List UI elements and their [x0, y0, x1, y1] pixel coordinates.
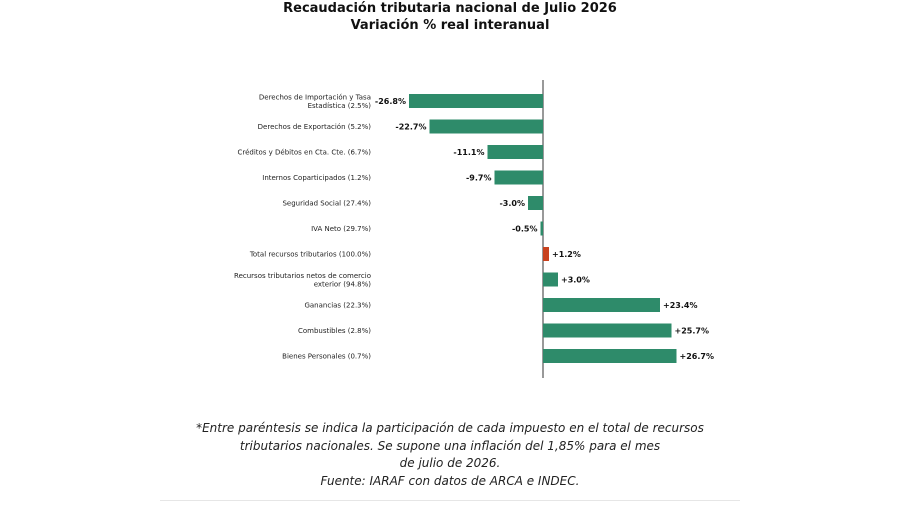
bar-10 [543, 349, 677, 363]
bar-9 [543, 323, 672, 338]
value-label-1: -22.7% [395, 123, 426, 132]
footnote-source: Fuente: IARAF con datos de ARCA e INDEC. [320, 473, 580, 488]
category-label-2: Créditos y Débitos en Cta. Cte. (6.7%) [237, 149, 371, 157]
bar-2 [487, 145, 543, 159]
chart-title: Recaudación tributaria nacional de Julio… [283, 1, 617, 16]
category-label-0: Derechos de Importación y Tasa Estadístic… [259, 93, 371, 110]
bar-8 [543, 298, 660, 312]
category-label-7: Recursos tributarios netos de comercio ex… [234, 272, 371, 289]
value-label-0: -26.8% [375, 97, 406, 106]
bar-1 [429, 119, 543, 134]
category-label-4: Seguridad Social (27.4%) [282, 200, 371, 208]
bar-5 [540, 221, 543, 236]
bar-chart: -26.8% Derechos de Importación y Tasa Esta… [234, 80, 714, 378]
value-label-3: -9.7% [466, 174, 492, 183]
footnote-line-3: de julio de 2026. [399, 456, 501, 470]
category-label-9: Combustibles (2.8%) [298, 327, 371, 335]
chart-subtitle: Variación % real interanual [350, 18, 550, 33]
footnote: *Entre paréntesis se indica la participa… [150, 420, 750, 490]
value-label-5: -0.5% [512, 225, 538, 234]
category-label-6: Total recursos tributarios (100.0%) [249, 251, 371, 259]
footnote-line-2: tributarios nacionales. Se supone una in… [239, 438, 661, 453]
value-label-9: +25.7% [675, 327, 709, 336]
chart-title-block: Recaudación tributaria nacional de Julio… [0, 0, 900, 34]
bar-7 [543, 272, 558, 287]
category-label-8: Ganancias (22.3%) [304, 302, 371, 310]
category-label-5: IVA Neto (29.7%) [311, 225, 371, 233]
category-label-10: Bienes Personales (0.7%) [282, 353, 371, 361]
value-label-7: +3.0% [561, 276, 590, 285]
bar-6 [543, 247, 549, 261]
value-label-2: -11.1% [453, 148, 484, 157]
value-label-8: +23.4% [663, 301, 697, 310]
bar-3 [494, 170, 543, 185]
bar-0 [409, 94, 543, 108]
value-label-4: -3.0% [499, 199, 525, 208]
value-label-10: +26.7% [680, 352, 714, 361]
category-label-1: Derechos de Exportación (5.2%) [258, 123, 372, 131]
value-label-6: +1.2% [552, 250, 581, 259]
category-label-3: Internos Coparticipados (1.2%) [262, 174, 371, 182]
bottom-divider [160, 500, 740, 501]
footnote-line-1: *Entre paréntesis se indica la participa… [196, 421, 704, 435]
bar-4 [528, 196, 543, 210]
